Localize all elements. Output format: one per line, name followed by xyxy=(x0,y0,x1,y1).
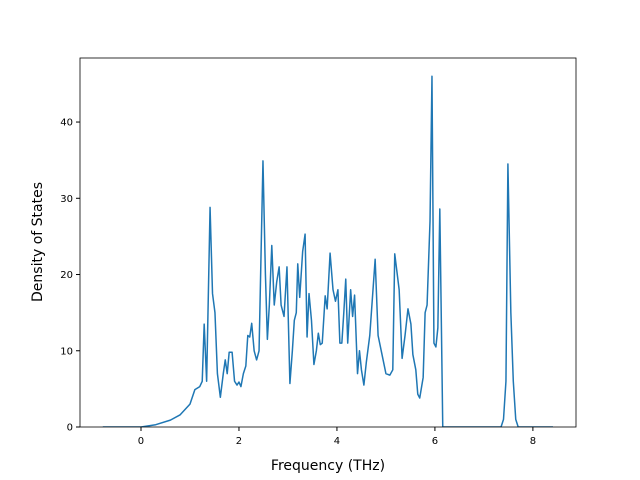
x-tick-label: 6 xyxy=(432,436,438,447)
x-tick-label: 2 xyxy=(236,436,242,447)
x-axis-label: Frequency (THz) xyxy=(271,458,385,474)
x-tick-label: 0 xyxy=(138,436,144,447)
x-tick-label: 8 xyxy=(530,436,536,447)
plot-frame xyxy=(79,57,577,428)
line xyxy=(102,75,553,427)
y-tick-label: 0 xyxy=(67,423,73,434)
y-tick-label: 10 xyxy=(60,346,73,357)
x-tick-label: 4 xyxy=(334,436,340,447)
y-tick-label: 40 xyxy=(60,118,73,129)
y-axis-label: Density of States xyxy=(30,182,46,302)
y-tick-label: 20 xyxy=(60,270,73,281)
y-tick-label: 30 xyxy=(60,194,73,205)
